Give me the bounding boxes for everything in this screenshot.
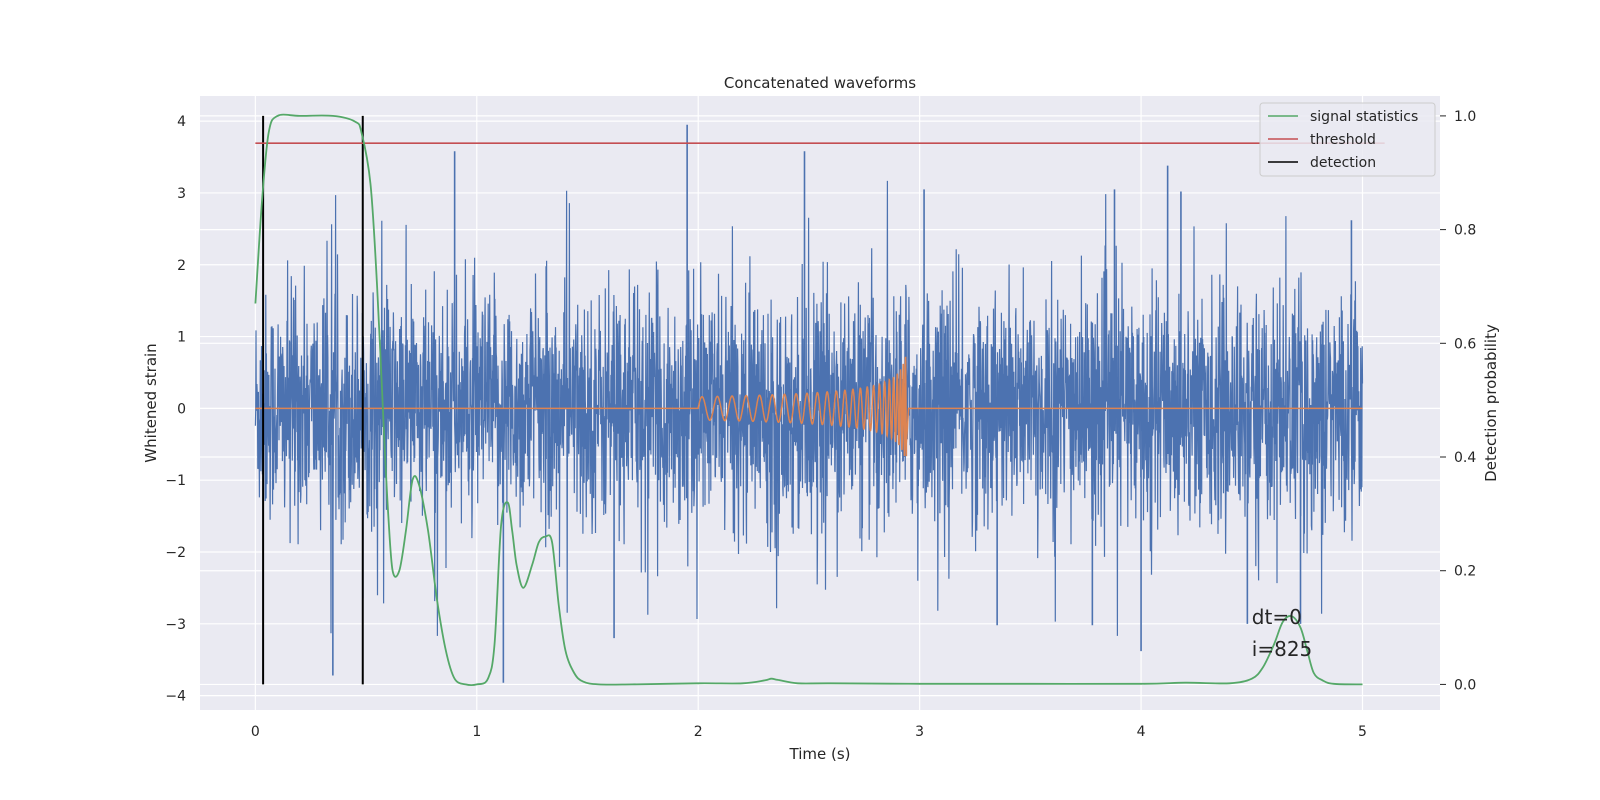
tick-labels: 0 1 2 3 4 5 −4 −3 −2 −1 0 1 2 3 4 0.0 0.2 0.4 0.6 0.8 1.0: [165, 109, 1476, 740]
legend-box: [1259, 102, 1436, 177]
y2-tick-label: 0.2: [1454, 564, 1476, 580]
y2-axis-label: Detection probability: [1482, 324, 1500, 482]
probability-series-group: [254, 113, 1385, 687]
x-tick-label: 4: [1137, 724, 1146, 740]
x-axis-label: Time (s): [789, 745, 851, 763]
noise-strain-line: [254, 180, 1364, 636]
x-tick-label: 1: [472, 724, 481, 740]
legend: signal statistics threshold detection: [1259, 102, 1436, 177]
y2-tick-label: 1.0: [1454, 109, 1476, 125]
y-tick-label: 0: [177, 401, 186, 417]
chart-title: Concatenated waveforms: [724, 74, 916, 92]
y2-tick-label: 0.8: [1454, 223, 1476, 239]
y-tick-label: −3: [165, 617, 186, 633]
legend-label-signal-statistics: signal statistics: [1310, 109, 1418, 125]
y-tick-label: 2: [177, 258, 186, 274]
y-tick-label: 3: [177, 186, 186, 202]
y2-tick-label: 0.4: [1454, 450, 1476, 466]
annotation-dt: dt=0: [1252, 605, 1302, 629]
legend-label-threshold: threshold: [1310, 132, 1376, 148]
x-tick-label: 0: [251, 724, 260, 740]
noise-strain-series: [254, 124, 1364, 683]
y-tick-label: −4: [165, 689, 186, 705]
y-tick-label: 4: [177, 114, 186, 130]
x-tick-label: 5: [1358, 724, 1367, 740]
y2-tick-label: 0.0: [1454, 677, 1476, 693]
annotation-i: i=825: [1252, 637, 1313, 661]
y-tick-label: −2: [165, 545, 186, 561]
y2-tick-label: 0.6: [1454, 336, 1476, 352]
x-tick-label: 3: [915, 724, 924, 740]
chirp-waveform-line: [255, 356, 1363, 457]
chirp-waveform-series: [255, 356, 1363, 457]
x-tick-label: 2: [694, 724, 703, 740]
signal-statistics-line: [254, 113, 1363, 687]
y-axis-label: Whitened strain: [142, 343, 160, 462]
legend-label-detection: detection: [1310, 155, 1376, 171]
y-tick-label: 1: [177, 330, 186, 346]
y-tick-label: −1: [165, 473, 186, 489]
